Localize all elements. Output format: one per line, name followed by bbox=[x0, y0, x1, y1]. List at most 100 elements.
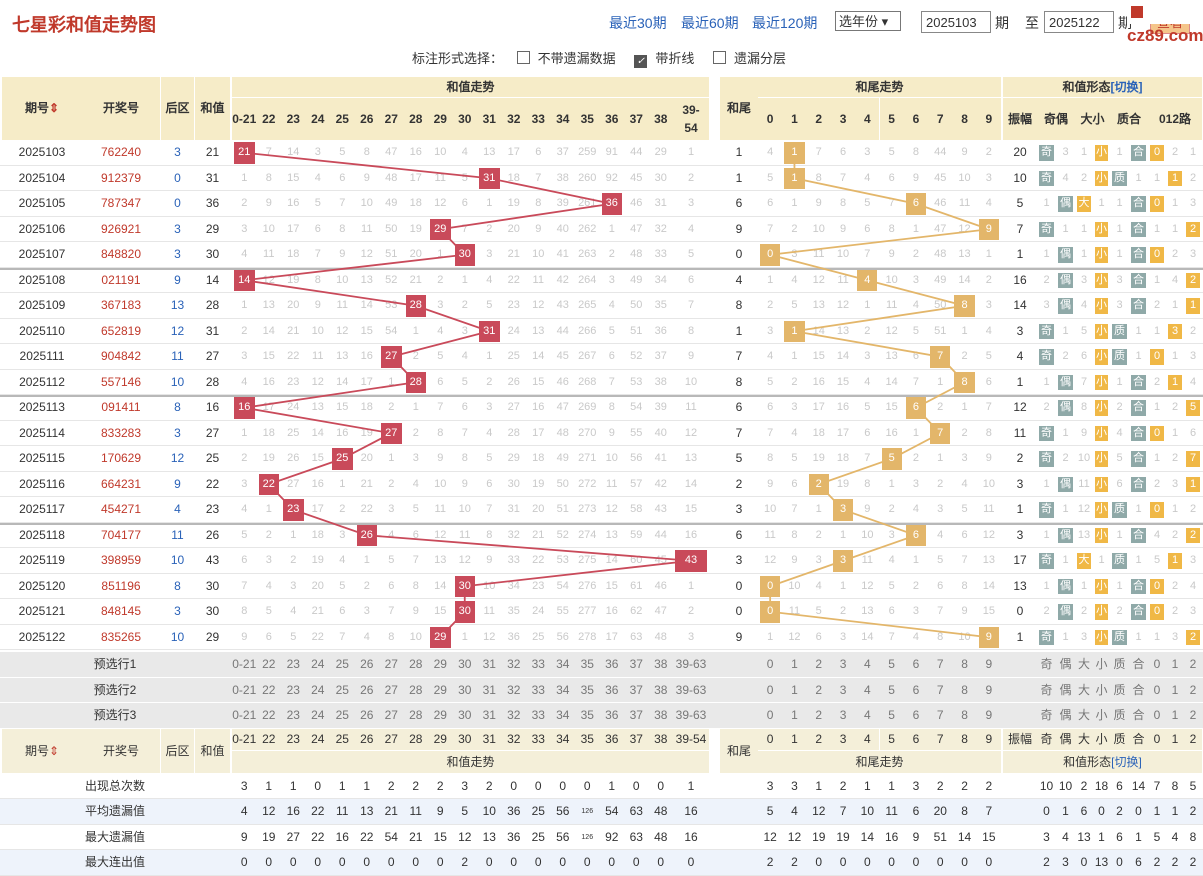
sort-icon[interactable]: ⇕ bbox=[48, 101, 60, 115]
preselect-tail-cell[interactable]: 3 bbox=[839, 657, 847, 671]
preselect-sum-cell[interactable]: 0-21 bbox=[232, 708, 257, 722]
preselect-sum-cell[interactable]: 23 bbox=[286, 657, 300, 671]
preselect-tail-cell[interactable]: 6 bbox=[912, 682, 920, 697]
preselect-sum-cell[interactable]: 29 bbox=[433, 657, 447, 671]
preselect-sum-cell[interactable]: 39-63 bbox=[675, 708, 707, 722]
preselect-form-cell[interactable]: 奇 bbox=[1040, 708, 1053, 722]
preselect-sum-cell[interactable]: 33 bbox=[531, 682, 545, 697]
issue-header[interactable]: 期号⇕ bbox=[2, 77, 82, 140]
sort-icon[interactable]: ⇕ bbox=[48, 743, 60, 758]
preselect-sum-cell[interactable]: 38 bbox=[654, 708, 668, 722]
preselect-tail-cell[interactable]: 0 bbox=[766, 682, 774, 697]
preselect-sum-cell[interactable]: 24 bbox=[311, 708, 325, 722]
checkbox-icon[interactable] bbox=[516, 51, 530, 64]
option-no-miss[interactable]: 不带遗漏数据 bbox=[516, 51, 621, 66]
preselect-form-cell[interactable]: 质 bbox=[1113, 657, 1126, 671]
preselect-tail-cell[interactable]: 9 bbox=[985, 708, 993, 722]
preselect-sum-cell[interactable]: 24 bbox=[311, 657, 325, 671]
preselect-tail-cell[interactable]: 7 bbox=[936, 708, 944, 722]
preselect-sum-cell[interactable]: 27 bbox=[384, 657, 398, 671]
preselect-sum-cell[interactable]: 35 bbox=[580, 682, 594, 697]
preselect-sum-cell[interactable]: 36 bbox=[605, 682, 619, 697]
preselect-form-cell[interactable]: 0 bbox=[1153, 657, 1161, 671]
preselect-sum-cell[interactable]: 37 bbox=[629, 708, 643, 722]
preselect-tail-cell[interactable]: 9 bbox=[985, 682, 993, 697]
preselect-form-cell[interactable]: 0 bbox=[1153, 682, 1161, 697]
preselect-tail-cell[interactable]: 1 bbox=[791, 708, 798, 722]
preselect-form-cell[interactable]: 合 bbox=[1132, 708, 1145, 722]
preselect-sum-cell[interactable]: 29 bbox=[433, 682, 447, 697]
recent-120-link[interactable]: 最近120期 bbox=[752, 15, 818, 31]
preselect-form-cell[interactable]: 2 bbox=[1189, 657, 1197, 671]
preselect-form-cell[interactable]: 2 bbox=[1189, 682, 1197, 697]
preselect-tail-cell[interactable]: 6 bbox=[912, 657, 920, 671]
preselect-sum-cell[interactable]: 28 bbox=[409, 657, 423, 671]
preselect-tail-cell[interactable]: 5 bbox=[888, 708, 895, 722]
preselect-tail-cell[interactable]: 5 bbox=[888, 682, 895, 697]
preselect-sum-cell[interactable]: 37 bbox=[629, 682, 643, 697]
preselect-sum-cell[interactable]: 26 bbox=[360, 682, 374, 697]
preselect-tail-cell[interactable]: 0 bbox=[766, 708, 774, 722]
preselect-form-cell[interactable]: 小 bbox=[1095, 708, 1108, 722]
switch-link[interactable]: [切换] bbox=[1111, 754, 1142, 769]
preselect-tail-cell[interactable]: 1 bbox=[791, 682, 798, 697]
preselect-form-cell[interactable]: 奇 bbox=[1040, 682, 1053, 697]
preselect-sum-cell[interactable]: 30 bbox=[458, 657, 472, 671]
preselect-tail-cell[interactable]: 7 bbox=[936, 657, 944, 671]
preselect-sum-cell[interactable]: 35 bbox=[580, 708, 594, 722]
preselect-tail-cell[interactable]: 6 bbox=[912, 708, 920, 722]
preselect-sum-cell[interactable]: 23 bbox=[286, 682, 300, 697]
preselect-sum-cell[interactable]: 32 bbox=[507, 708, 521, 722]
preselect-sum-cell[interactable]: 29 bbox=[433, 708, 447, 722]
preselect-form-cell[interactable]: 奇 bbox=[1040, 657, 1053, 671]
preselect-sum-cell[interactable]: 30 bbox=[458, 682, 472, 697]
preselect-sum-cell[interactable]: 38 bbox=[654, 682, 668, 697]
preselect-sum-cell[interactable]: 32 bbox=[507, 657, 521, 671]
preselect-sum-cell[interactable]: 25 bbox=[335, 657, 349, 671]
preselect-sum-cell[interactable]: 0-21 bbox=[232, 657, 257, 671]
preselect-tail-cell[interactable]: 2 bbox=[815, 708, 823, 722]
preselect-form-cell[interactable]: 2 bbox=[1189, 708, 1197, 722]
checkbox-icon[interactable] bbox=[712, 51, 726, 64]
to-issue-input[interactable]: 2025122 bbox=[1044, 11, 1114, 33]
preselect-sum-cell[interactable]: 39-63 bbox=[675, 657, 707, 671]
preselect-form-cell[interactable]: 合 bbox=[1132, 682, 1145, 697]
preselect-form-cell[interactable]: 偶 bbox=[1059, 708, 1072, 722]
preselect-form-cell[interactable]: 大 bbox=[1077, 708, 1090, 722]
recent-60-link[interactable]: 最近60期 bbox=[681, 15, 739, 31]
preselect-form-cell[interactable]: 大 bbox=[1077, 682, 1090, 697]
recent-30-link[interactable]: 最近30期 bbox=[609, 15, 667, 31]
preselect-sum-cell[interactable]: 38 bbox=[654, 657, 668, 671]
switch-link[interactable]: [切换] bbox=[1110, 80, 1143, 94]
preselect-form-cell[interactable]: 小 bbox=[1095, 657, 1108, 671]
preselect-tail-cell[interactable]: 2 bbox=[815, 682, 823, 697]
preselect-sum-cell[interactable]: 34 bbox=[556, 708, 570, 722]
preselect-form-cell[interactable]: 合 bbox=[1132, 657, 1145, 671]
preselect-sum-cell[interactable]: 27 bbox=[384, 682, 398, 697]
preselect-tail-cell[interactable]: 4 bbox=[863, 657, 871, 671]
preselect-sum-cell[interactable]: 31 bbox=[482, 708, 496, 722]
preselect-sum-cell[interactable]: 24 bbox=[311, 682, 325, 697]
preselect-sum-cell[interactable]: 0-21 bbox=[232, 682, 257, 697]
preselect-sum-cell[interactable]: 31 bbox=[482, 682, 496, 697]
preselect-sum-cell[interactable]: 30 bbox=[458, 708, 472, 722]
preselect-sum-cell[interactable]: 23 bbox=[286, 708, 300, 722]
from-issue-input[interactable]: 2025103 bbox=[921, 11, 991, 33]
preselect-sum-cell[interactable]: 22 bbox=[262, 708, 276, 722]
preselect-tail-cell[interactable]: 1 bbox=[791, 657, 798, 671]
preselect-tail-cell[interactable]: 8 bbox=[961, 657, 968, 671]
preselect-sum-cell[interactable]: 39-63 bbox=[675, 682, 707, 697]
preselect-form-cell[interactable]: 质 bbox=[1113, 708, 1126, 722]
preselect-sum-cell[interactable]: 28 bbox=[409, 682, 423, 697]
preselect-form-cell[interactable]: 质 bbox=[1113, 682, 1126, 697]
preselect-form-cell[interactable]: 小 bbox=[1095, 682, 1108, 697]
preselect-tail-cell[interactable]: 9 bbox=[985, 657, 993, 671]
preselect-tail-cell[interactable]: 2 bbox=[815, 657, 823, 671]
preselect-tail-cell[interactable]: 0 bbox=[766, 657, 774, 671]
preselect-sum-cell[interactable]: 32 bbox=[507, 682, 521, 697]
preselect-sum-cell[interactable]: 34 bbox=[556, 657, 570, 671]
preselect-sum-cell[interactable]: 27 bbox=[384, 708, 398, 722]
preselect-form-cell[interactable]: 偶 bbox=[1059, 682, 1072, 697]
preselect-sum-cell[interactable]: 28 bbox=[409, 708, 423, 722]
preselect-sum-cell[interactable]: 34 bbox=[556, 682, 570, 697]
